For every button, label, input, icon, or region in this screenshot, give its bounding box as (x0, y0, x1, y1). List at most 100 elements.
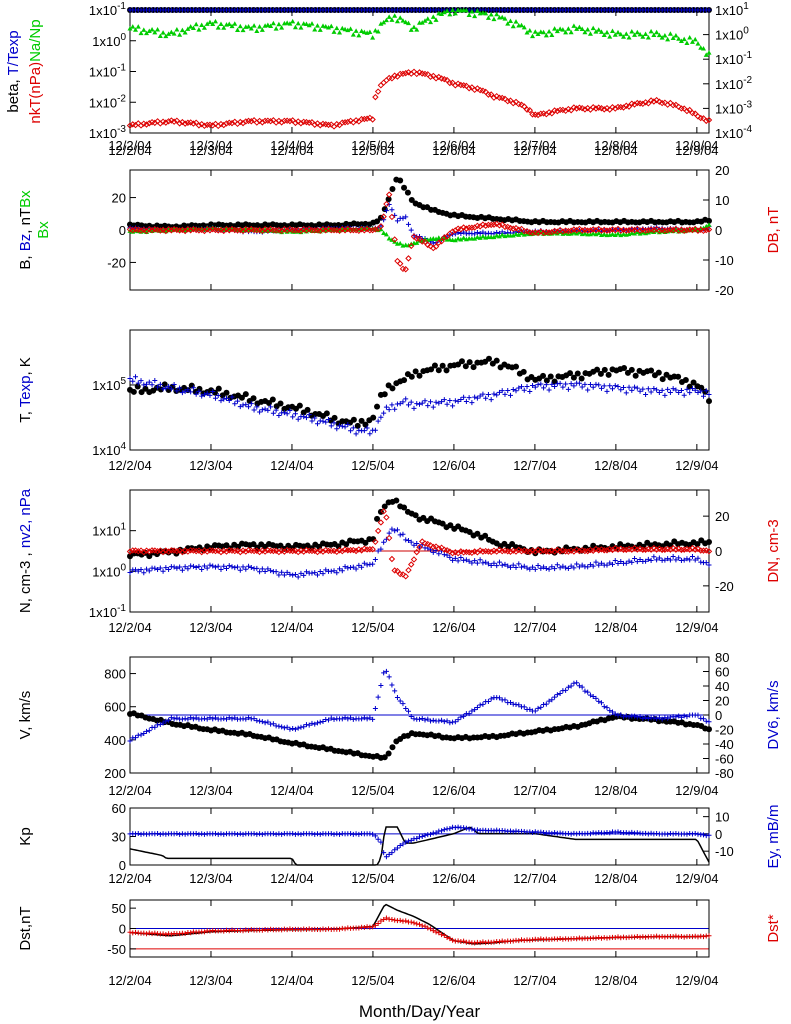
data-point-diamond (427, 73, 434, 81)
data-point-diamond (603, 547, 611, 554)
data-point-triangle (229, 23, 235, 29)
data-point-plus (634, 385, 640, 391)
data-point-plus (436, 551, 442, 557)
data-point-triangle (284, 229, 290, 234)
data-point-triangle (425, 16, 431, 21)
x-tick-label: 12/9/04 (675, 143, 718, 158)
data-point-triangle (364, 225, 370, 230)
data-point-plus (188, 389, 194, 395)
data-point-diamond (272, 227, 280, 234)
x-tick-label: 12/8/04 (594, 783, 637, 798)
data-point-diamond (686, 546, 693, 553)
data-point-diamond (496, 222, 503, 229)
data-point-dot (296, 402, 303, 409)
data-point-diamond (573, 227, 580, 234)
data-point-diamond (140, 548, 147, 556)
data-point-plus (665, 556, 671, 562)
data-point-plus (279, 831, 285, 837)
data-point-diamond (165, 548, 172, 555)
data-point-diamond (675, 103, 682, 111)
data-point-diamond (683, 226, 691, 234)
data-point-plus (262, 569, 268, 575)
data-point-plus (632, 556, 638, 562)
data-point-plus (196, 388, 202, 394)
data-point-triangle (621, 34, 627, 39)
data-point-plus (237, 831, 243, 837)
data-point-diamond (554, 107, 561, 115)
data-point-plus (488, 827, 494, 833)
data-point-plus (455, 558, 461, 564)
data-point-diamond (554, 228, 561, 235)
data-point-plus (439, 399, 445, 405)
data-point-diamond (482, 222, 489, 229)
data-point-dot (238, 394, 245, 401)
data-point-diamond (639, 100, 647, 108)
data-point-plus (248, 564, 254, 570)
y-tick-label: -50 (107, 942, 126, 957)
data-point-triangle (632, 32, 638, 37)
data-point-diamond (432, 243, 440, 250)
data-point-plus (670, 554, 676, 560)
data-point-triangle (590, 25, 596, 31)
data-point-diamond (405, 566, 412, 574)
data-point-dot (404, 189, 411, 196)
data-point-plus (281, 725, 287, 731)
data-point-plus (411, 542, 417, 548)
data-point-plus (342, 424, 348, 430)
data-point-triangle (648, 28, 654, 34)
data-point-dot (706, 217, 712, 224)
data-point-plus (458, 396, 464, 402)
data-point-plus (334, 831, 340, 837)
data-point-plus (276, 831, 282, 837)
data-point-triangle (502, 16, 508, 21)
data-point-diamond (534, 546, 542, 554)
data-point-plus (654, 387, 660, 393)
data-point-plus (361, 925, 367, 931)
x-tick-label: 12/2/04 (108, 138, 151, 153)
x-tick-label: 12/4/04 (270, 458, 313, 473)
data-point-triangle (651, 229, 657, 234)
data-point-dot (431, 362, 438, 369)
data-point-triangle (350, 32, 356, 37)
data-point-plus (403, 537, 409, 543)
data-point-dot (269, 396, 276, 403)
data-point-dot (401, 377, 408, 384)
data-point-plus (706, 562, 712, 568)
data-point-plus (356, 925, 362, 931)
data-point-plus (502, 561, 508, 567)
data-point-dot (570, 374, 577, 381)
data-point-dot (374, 403, 381, 410)
data-point-plus (419, 833, 425, 839)
data-point-triangle (601, 231, 607, 237)
data-point-plus (607, 383, 613, 389)
data-point-diamond (168, 227, 175, 234)
data-point-diamond (510, 225, 517, 232)
data-point-plus (519, 937, 525, 943)
data-point-diamond (416, 544, 423, 551)
data-point-plus (692, 557, 698, 563)
data-point-diamond (157, 547, 164, 554)
data-point-diamond (311, 227, 318, 234)
data-point-dot (381, 391, 388, 398)
data-point-plus (337, 831, 343, 837)
data-point-plus (546, 566, 552, 572)
data-point-dot (493, 357, 500, 364)
data-point-plus (210, 716, 216, 722)
data-point-plus (301, 572, 307, 578)
data-point-diamond (518, 547, 525, 555)
y-tick-label: 1x10-3 (89, 124, 127, 141)
data-point-plus (268, 926, 274, 932)
x-tick-label: 12/5/04 (351, 973, 394, 988)
data-point-plus (348, 428, 354, 434)
data-point-diamond (556, 548, 564, 555)
data-point-plus (259, 407, 265, 413)
data-point-diamond (576, 225, 583, 233)
data-point-dot (551, 378, 558, 385)
data-point-plus (439, 828, 445, 834)
data-point-dot (393, 497, 400, 504)
data-point-plus (251, 831, 257, 837)
data-point-triangle (521, 24, 527, 30)
data-point-diamond (292, 227, 299, 234)
data-point-plus (235, 831, 241, 837)
data-point-plus (604, 705, 610, 711)
